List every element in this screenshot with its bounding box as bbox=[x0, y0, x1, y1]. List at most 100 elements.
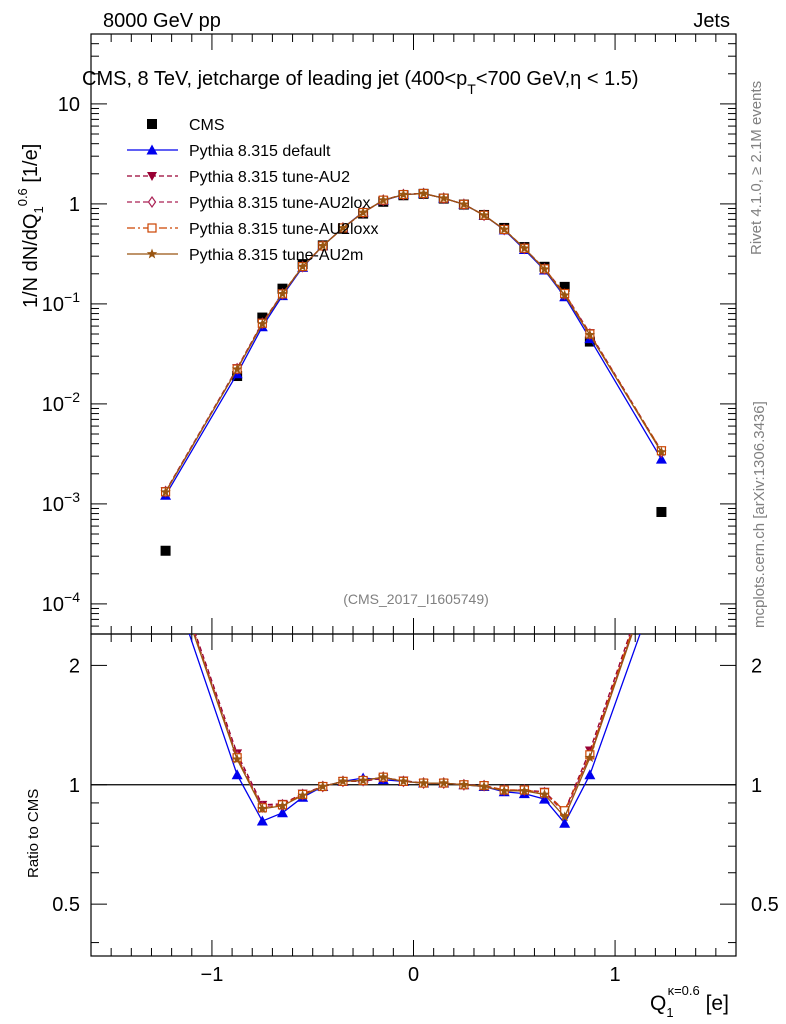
tick-label-base: 10 bbox=[42, 494, 64, 516]
analysis-watermark: (CMS_2017_I1605749) bbox=[343, 591, 489, 607]
data-point-au2m bbox=[458, 198, 470, 209]
data-point-au2m bbox=[398, 189, 409, 199]
x-label-text: Q bbox=[650, 992, 666, 1015]
ratio-point-au2m bbox=[498, 785, 510, 796]
chart-title-sub: T bbox=[467, 81, 476, 97]
ratio-series-au2loxx bbox=[193, 634, 632, 816]
chart-title: CMS, 8 TeV, jetcharge of leading jet (40… bbox=[82, 68, 639, 97]
ratio-point-au2m bbox=[398, 775, 409, 786]
ratio-y-tick-label-right: 0.5 bbox=[751, 894, 779, 916]
ratio-point-au2m bbox=[357, 775, 369, 785]
legend-label-au2m: Pythia 8.315 tune-AU2m bbox=[189, 247, 363, 264]
category-label: Jets bbox=[693, 10, 730, 32]
ratio-point-au2m bbox=[378, 771, 389, 782]
main-plot-frame bbox=[90, 33, 737, 635]
data-point-au2m bbox=[438, 192, 449, 203]
x-axis-label: Q1 κ=0.6 [e] bbox=[650, 983, 729, 1020]
main-y-tick-label: 10−3 bbox=[42, 489, 80, 516]
x-label-sub: 1 bbox=[666, 1005, 673, 1020]
x-label-unit: [e] bbox=[700, 992, 729, 1015]
tick-label-exponent: −3 bbox=[64, 489, 80, 505]
main-y-tick-label: 10−4 bbox=[42, 589, 80, 616]
tick-label-base: 10 bbox=[42, 594, 64, 616]
legend-entry-au2: Pythia 8.315 tune-AU2 bbox=[127, 169, 350, 186]
main-y-tick-label: 10−2 bbox=[42, 389, 80, 416]
ratio-point-au2m bbox=[231, 753, 243, 764]
data-point-cms bbox=[559, 281, 570, 292]
main-y-axis-label: 1/N dN/dQ10.6 [1/e] bbox=[15, 144, 46, 308]
data-point-au2m bbox=[656, 446, 667, 457]
data-point-au2m bbox=[478, 209, 490, 220]
ratio-point-default bbox=[276, 807, 288, 818]
ratio-line-au2loxx bbox=[193, 634, 632, 812]
legend-label-default: Pythia 8.315 default bbox=[189, 143, 331, 160]
legend-label-au2: Pythia 8.315 tune-AU2 bbox=[189, 169, 350, 186]
main-y-tick-label: 10−1 bbox=[42, 289, 80, 316]
chart-title-main: CMS, 8 TeV, jetcharge of leading jet (40… bbox=[82, 68, 467, 90]
data-point-au2m bbox=[584, 329, 596, 340]
ratio-point-au2m bbox=[317, 781, 329, 791]
ratio-point-default bbox=[584, 769, 596, 780]
data-point-au2m bbox=[357, 207, 369, 217]
ratio-point-au2m bbox=[539, 789, 550, 799]
tick-label-exponent: −1 bbox=[64, 289, 80, 305]
data-point-au2m bbox=[337, 222, 349, 233]
ratio-point-default bbox=[231, 769, 243, 780]
ratio-point-au2m bbox=[478, 781, 490, 791]
tick-label-base: 10 bbox=[42, 394, 64, 416]
legend-marker-au2loxx bbox=[147, 223, 157, 233]
data-point-au2m bbox=[559, 289, 570, 300]
legend-entry-au2loxx: Pythia 8.315 tune-AU2loxx bbox=[127, 221, 378, 238]
ratio-y-tick-label-right: 1 bbox=[751, 775, 762, 797]
ratio-y-tick-label-right: 2 bbox=[751, 655, 762, 677]
legend-entry-au2lox: Pythia 8.315 tune-AU2lox bbox=[127, 195, 370, 212]
ratio-y-tick-label: 2 bbox=[69, 655, 80, 677]
chart-title-tail: <700 GeV,η < 1.5) bbox=[476, 68, 639, 90]
ratio-point-au2m bbox=[438, 777, 449, 788]
x-tick-label: 0 bbox=[408, 964, 419, 986]
legend-marker-au2lox bbox=[147, 195, 157, 209]
ratio-y-tick-label: 0.5 bbox=[52, 894, 80, 916]
legend-marker-au2m bbox=[146, 248, 158, 259]
ratio-line-au2 bbox=[194, 634, 631, 812]
data-point-au2m bbox=[418, 188, 429, 198]
data-point-au2m bbox=[317, 240, 329, 251]
ratio-point-default bbox=[559, 817, 571, 828]
data-point-au2m bbox=[160, 486, 171, 497]
legend-label-au2lox: Pythia 8.315 tune-AU2lox bbox=[189, 195, 370, 212]
ratio-point-au2m bbox=[277, 800, 288, 811]
ratio-y-axis-label: Ratio to CMS bbox=[25, 789, 42, 878]
ratio-plot-frame bbox=[90, 633, 737, 957]
main-y-tick-label: 10 bbox=[58, 94, 80, 116]
ratio-point-au2m bbox=[297, 789, 308, 800]
legend-label-cms: CMS bbox=[189, 117, 225, 134]
legend: CMS Pythia 8.315 default Pythia 8.315 tune… bbox=[127, 117, 378, 264]
data-point-au2m bbox=[539, 263, 550, 274]
legend-marker-au2 bbox=[147, 172, 157, 181]
main-y-label-sub: 1 bbox=[31, 206, 46, 213]
legend-entry-default: Pythia 8.315 default bbox=[127, 143, 331, 160]
series-line-au2m bbox=[165, 192, 662, 493]
ratio-point-au2m bbox=[584, 752, 596, 763]
ratio-point-au2m bbox=[257, 803, 268, 814]
legend-entry-au2m: Pythia 8.315 tune-AU2m bbox=[127, 247, 363, 264]
main-y-label-unit: [1/e] bbox=[20, 144, 42, 188]
data-point-au2m bbox=[519, 242, 530, 253]
main-y-label-text: 1/N dN/dQ bbox=[20, 214, 42, 308]
data-point-au2m bbox=[257, 318, 268, 329]
x-label-sup: κ=0.6 bbox=[668, 983, 700, 998]
ratio-point-au2m bbox=[458, 779, 470, 790]
series-au2m bbox=[160, 188, 667, 497]
data-point-cms bbox=[656, 506, 667, 517]
legend-label-au2loxx: Pythia 8.315 tune-AU2loxx bbox=[189, 221, 378, 238]
ratio-point-au2m bbox=[337, 775, 349, 786]
data-point-au2m bbox=[297, 261, 308, 272]
data-point-au2m bbox=[231, 363, 243, 374]
tick-label-base: 10 bbox=[42, 294, 64, 316]
data-point-au2m bbox=[498, 223, 510, 234]
tick-label-exponent: −2 bbox=[64, 389, 80, 405]
ratio-point-au2m bbox=[519, 785, 530, 796]
main-y-label-sup: 0.6 bbox=[15, 188, 30, 206]
ratio-point-default bbox=[256, 815, 268, 826]
